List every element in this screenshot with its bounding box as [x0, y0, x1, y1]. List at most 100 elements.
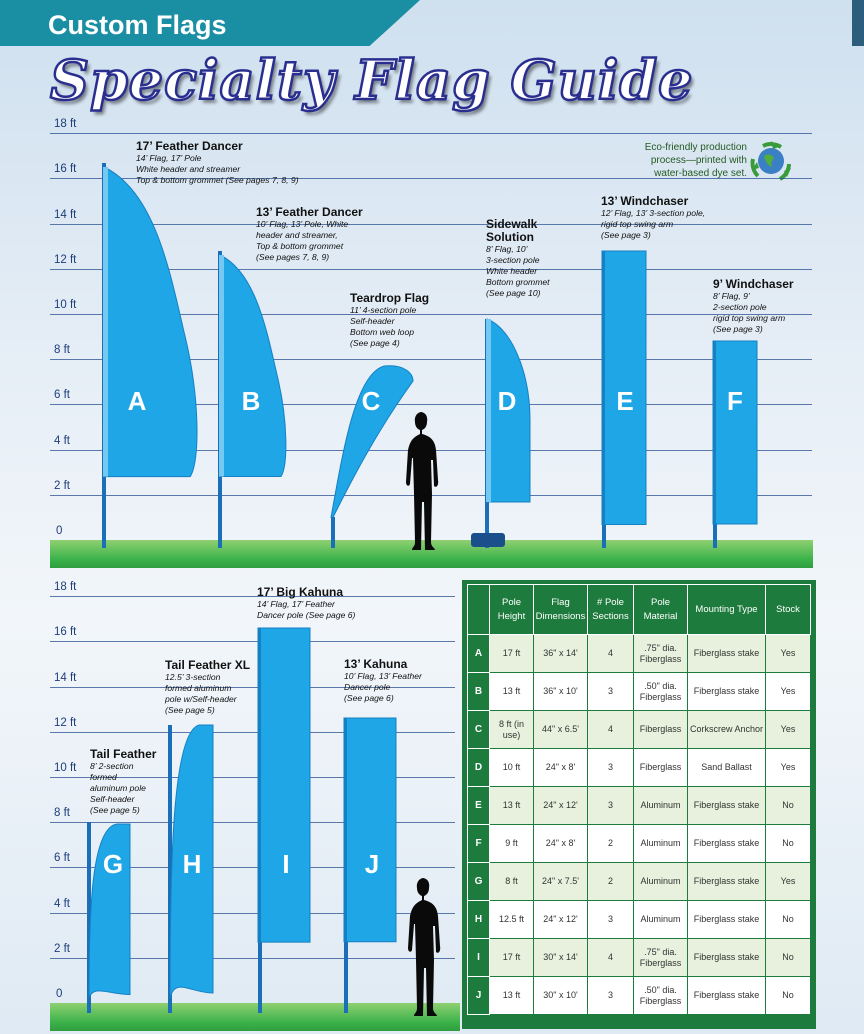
flag-b	[219, 254, 287, 478]
flag-body	[330, 365, 414, 518]
table-cell: Yes	[765, 672, 811, 711]
table-cell: 36" x 10'	[533, 672, 588, 711]
axis-label: 16 ft	[54, 626, 77, 639]
flag-i	[257, 627, 311, 943]
pole	[331, 517, 335, 548]
axis-label: 0	[56, 525, 63, 537]
table-row: D 10 ft 24" x 8' 3 Fiberglass Sand Ballast Yes	[467, 748, 811, 787]
gridline	[50, 223, 812, 225]
table-cell: Yes	[765, 748, 811, 787]
table-cell: 13 ft	[489, 672, 534, 711]
axis-label: 18 ft	[54, 581, 77, 594]
gridline	[50, 731, 455, 733]
flag-detail: 2-section pole	[713, 302, 767, 312]
flag-detail: (See page 6)	[344, 693, 394, 703]
flag-detail: 3-section pole	[486, 255, 540, 265]
flag-name: Sidewalk	[486, 217, 538, 231]
flag-e	[601, 250, 647, 525]
spec-table: Pole Height Flag Dimensions # Pole Section…	[467, 584, 811, 1015]
table-cell: 3	[587, 976, 634, 1015]
table-cell: 3	[587, 672, 634, 711]
gridline	[50, 641, 455, 643]
row-label: D	[467, 748, 490, 787]
flag-name: Tail Feather	[90, 747, 157, 761]
flag-letter: I	[282, 848, 290, 879]
flag-detail: Self-header	[90, 794, 135, 804]
row-label: C	[467, 710, 490, 749]
flag-detail: pole w/Self-header	[165, 694, 237, 704]
flag-name: 9’ Windchaser	[713, 277, 794, 291]
table-cell: Fiberglass stake	[687, 634, 766, 673]
table-row: J 13 ft 30" x 10' 3.50" dia. Fiberglass Fibe…	[467, 976, 811, 1015]
eco-note: Eco-friendly production process—printed …	[637, 141, 747, 180]
table-cell: 8 ft	[489, 862, 534, 901]
table-cell: 12.5 ft	[489, 900, 534, 939]
table-cell: Fiberglass stake	[687, 900, 766, 939]
flag-annotation: 13’ Feather Dancer 10’ Flag, 13’ Pole, Wh…	[256, 206, 363, 263]
man-silhouette-shape	[408, 878, 441, 1016]
table-cell: Aluminum	[633, 824, 688, 863]
flag-annotation: Teardrop Flag 11’ 4-section pole Self-head…	[350, 292, 429, 349]
flag-name: 17’ Feather Dancer	[136, 139, 243, 153]
gridline	[50, 686, 455, 688]
flag-body	[88, 823, 131, 999]
axis-label: 16 ft	[54, 163, 77, 176]
axis-label: 6 ft	[54, 389, 70, 402]
flag-f	[712, 340, 758, 525]
flag-body	[486, 317, 531, 503]
gridline	[50, 404, 812, 406]
table-header-cell	[467, 584, 490, 635]
table-cell: 24" x 8'	[533, 824, 588, 863]
flag-name: 13’ Windchaser	[601, 194, 689, 208]
flag-detail: 14’ Flag, 17’ Feather	[257, 599, 335, 609]
table-row: H 12.5 ft 24" x 12' 3 Aluminum Fiberglass sta…	[467, 900, 811, 939]
flag-detail: White header and streamer	[136, 164, 241, 174]
row-label: I	[467, 938, 490, 977]
flag-detail: 12’ Flag, 13’ 3-section pole,	[601, 208, 706, 218]
flag-detail: 10’ Flag, 13’ Feather	[344, 671, 422, 681]
flag-name: Tail Feather XL	[165, 658, 251, 672]
flag-c	[330, 365, 414, 518]
flag-detail: (See page 3)	[713, 324, 763, 334]
table-cell: 2	[587, 824, 634, 863]
table-row: I 17 ft 30" x 14' 4.75" dia. Fiberglass Fibe…	[467, 938, 811, 977]
banner-title: Custom Flags	[48, 10, 227, 40]
flag-body	[103, 166, 198, 478]
flag-name: 17’ Big Kahuna	[257, 585, 344, 599]
table-cell: Fiberglass	[633, 748, 688, 787]
table-cell: 30" x 14'	[533, 938, 588, 977]
table-cell: Fiberglass stake	[687, 824, 766, 863]
flag-body	[343, 717, 397, 943]
axis-label: 14 ft	[54, 671, 77, 684]
table-cell: 3	[587, 786, 634, 825]
row-label: J	[467, 976, 490, 1015]
table-cell: 4	[587, 710, 634, 749]
flag-detail: rigid top swing arm	[713, 313, 786, 323]
table-cell: 24" x 12'	[533, 786, 588, 825]
flag-annotation: 17’ Big Kahuna 14’ Flag, 17’ Feather Dance…	[257, 586, 355, 621]
table-cell: Yes	[765, 710, 811, 749]
flag-letter: J	[364, 848, 380, 879]
gridline	[50, 314, 812, 315]
flag-letter: F	[727, 385, 743, 416]
ground	[50, 540, 813, 568]
flag-detail: (See page 3)	[601, 230, 651, 240]
recycle-icon	[750, 141, 791, 181]
axis-label: 2 ft	[54, 942, 70, 955]
table-cell: Fiberglass stake	[687, 672, 766, 711]
flag-edge	[602, 250, 605, 525]
axis-label: 12 ft	[54, 716, 77, 729]
table-cell: Fiberglass stake	[687, 786, 766, 825]
pole	[168, 725, 172, 1013]
table-header-cell: Mounting Type	[687, 584, 766, 635]
table-header-cell: # Pole Sections	[587, 584, 634, 635]
flag-body	[712, 340, 758, 525]
axis-label: 12 ft	[54, 253, 77, 266]
table-header-cell: Pole Height	[489, 584, 534, 635]
table-cell: 4	[587, 938, 634, 977]
row-label: G	[467, 862, 490, 901]
gridline	[50, 867, 455, 869]
table-body: A 17 ft 36" x 14' 4.75" dia. Fiberglass Fibe…	[467, 634, 811, 1015]
